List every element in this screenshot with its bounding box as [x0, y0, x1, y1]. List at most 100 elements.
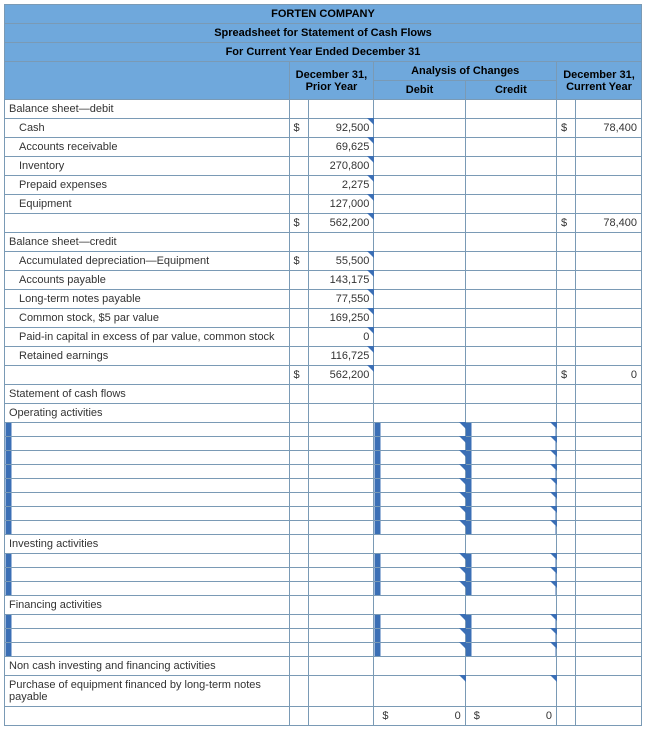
blank-row	[5, 493, 642, 507]
credit-input[interactable]	[465, 493, 556, 507]
prior-total[interactable]: 562,200	[308, 366, 374, 385]
blank-row	[5, 582, 642, 596]
credit-input[interactable]	[465, 195, 556, 214]
current-value[interactable]: 78,400	[576, 119, 642, 138]
credit-input[interactable]	[465, 521, 556, 535]
debit-input[interactable]	[374, 176, 465, 195]
current-value[interactable]	[576, 157, 642, 176]
table-row: Common stock, $5 par value169,250	[5, 309, 642, 328]
label-input[interactable]	[5, 568, 290, 582]
label-input[interactable]	[5, 582, 290, 596]
prior-value[interactable]: 55,500	[308, 252, 374, 271]
current-total[interactable]: 0	[576, 366, 642, 385]
current-value[interactable]	[576, 195, 642, 214]
current-value[interactable]	[576, 176, 642, 195]
debit-input[interactable]	[374, 252, 465, 271]
credit-input[interactable]	[465, 347, 556, 366]
credit-input[interactable]	[465, 582, 556, 596]
credit-input[interactable]	[465, 176, 556, 195]
credit-input[interactable]	[465, 138, 556, 157]
credit-input[interactable]	[465, 507, 556, 521]
debit-input[interactable]	[374, 554, 465, 568]
label-input[interactable]	[5, 493, 290, 507]
debit-input[interactable]	[374, 615, 465, 629]
prior-total[interactable]: 562,200	[308, 214, 374, 233]
prior-value[interactable]: 69,625	[308, 138, 374, 157]
table-row: Cash$92,500$78,400	[5, 119, 642, 138]
debit-input[interactable]	[374, 521, 465, 535]
debit-input[interactable]	[374, 437, 465, 451]
debit-input[interactable]	[374, 582, 465, 596]
prior-value[interactable]: 169,250	[308, 309, 374, 328]
label-input[interactable]	[5, 521, 290, 535]
debit-input[interactable]	[374, 309, 465, 328]
debit-input[interactable]	[374, 676, 465, 707]
debit-input[interactable]	[374, 290, 465, 309]
debit-input[interactable]	[374, 479, 465, 493]
prior-value[interactable]: 0	[308, 328, 374, 347]
debit-input[interactable]	[374, 465, 465, 479]
label-input[interactable]	[5, 437, 290, 451]
row-label: Paid-in capital in excess of par value, …	[5, 328, 290, 347]
label-input[interactable]	[5, 465, 290, 479]
label-input[interactable]	[5, 507, 290, 521]
label-input[interactable]	[5, 451, 290, 465]
debit-input[interactable]	[374, 119, 465, 138]
credit-input[interactable]	[465, 554, 556, 568]
blank-row	[5, 423, 642, 437]
debit-input[interactable]	[374, 157, 465, 176]
debit-input[interactable]	[374, 643, 465, 657]
debit-total[interactable]: $0	[374, 707, 465, 726]
prior-value[interactable]: 127,000	[308, 195, 374, 214]
section-financing: Financing activities	[5, 596, 642, 615]
label-input[interactable]	[5, 479, 290, 493]
prior-value[interactable]: 116,725	[308, 347, 374, 366]
debit-input[interactable]	[374, 138, 465, 157]
debit-input[interactable]	[374, 568, 465, 582]
prior-value[interactable]: 270,800	[308, 157, 374, 176]
current-value[interactable]	[576, 138, 642, 157]
col-analysis: Analysis of Changes	[374, 62, 557, 81]
debit-input[interactable]	[374, 507, 465, 521]
credit-input[interactable]	[465, 157, 556, 176]
credit-input[interactable]	[465, 290, 556, 309]
credit-input[interactable]	[465, 451, 556, 465]
credit-input[interactable]	[465, 568, 556, 582]
prior-value[interactable]: 143,175	[308, 271, 374, 290]
debit-input[interactable]	[374, 423, 465, 437]
section-label: Balance sheet—credit	[5, 233, 290, 252]
label-input[interactable]	[5, 423, 290, 437]
debit-input[interactable]	[374, 493, 465, 507]
currency-symbol	[289, 138, 308, 157]
table-row: Accounts payable143,175	[5, 271, 642, 290]
prior-value[interactable]: 2,275	[308, 176, 374, 195]
credit-input[interactable]	[465, 437, 556, 451]
credit-input[interactable]	[465, 643, 556, 657]
credit-input[interactable]	[465, 629, 556, 643]
debit-input[interactable]	[374, 451, 465, 465]
credit-input[interactable]	[465, 252, 556, 271]
credit-input[interactable]	[465, 676, 556, 707]
credit-input[interactable]	[465, 309, 556, 328]
label-input[interactable]	[5, 643, 290, 657]
debit-input[interactable]	[374, 629, 465, 643]
current-total[interactable]: 78,400	[576, 214, 642, 233]
credit-total[interactable]: $0	[465, 707, 556, 726]
prior-value[interactable]: 77,550	[308, 290, 374, 309]
credit-input[interactable]	[465, 465, 556, 479]
credit-input[interactable]	[465, 271, 556, 290]
credit-total-row: $ 562,200 $ 0	[5, 366, 642, 385]
credit-input[interactable]	[465, 119, 556, 138]
debit-input[interactable]	[374, 347, 465, 366]
label-input[interactable]	[5, 615, 290, 629]
credit-input[interactable]	[465, 328, 556, 347]
credit-input[interactable]	[465, 615, 556, 629]
credit-input[interactable]	[465, 479, 556, 493]
prior-value[interactable]: 92,500	[308, 119, 374, 138]
label-input[interactable]	[5, 629, 290, 643]
debit-input[interactable]	[374, 195, 465, 214]
debit-input[interactable]	[374, 271, 465, 290]
label-input[interactable]	[5, 554, 290, 568]
credit-input[interactable]	[465, 423, 556, 437]
debit-input[interactable]	[374, 328, 465, 347]
